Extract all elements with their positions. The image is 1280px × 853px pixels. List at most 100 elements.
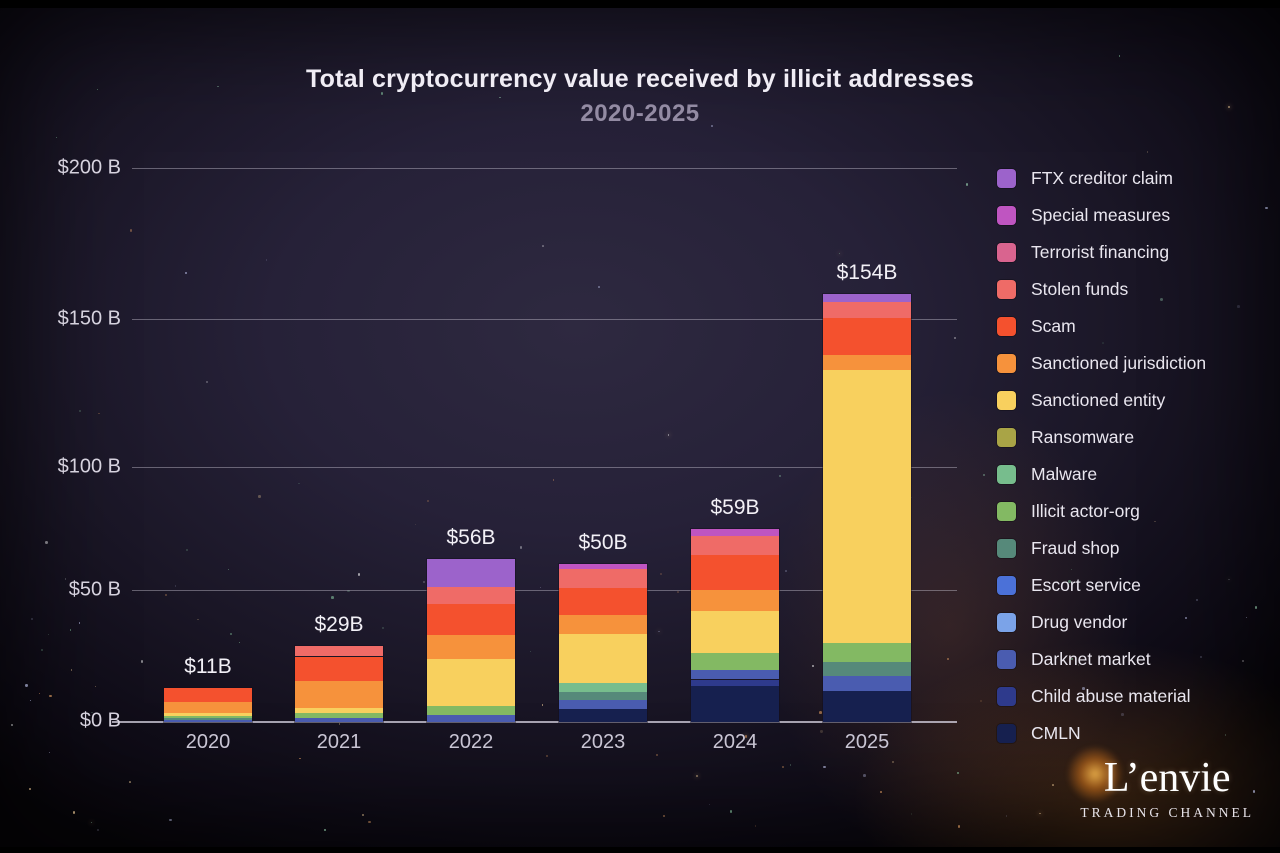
bar-segment-stolen-funds [295,646,383,657]
star-speck [29,788,31,790]
star-speck [96,828,100,832]
star-speck [946,658,950,661]
y-axis-tick-label: $50 B [68,578,121,601]
star-speck [426,499,429,502]
star-speck [41,649,44,652]
legend-item-sanctioned-jurisdiction: Sanctioned jurisdiction [997,353,1206,373]
bar-segment-illicit-actor-org [164,715,252,719]
star-speck [49,694,52,698]
bar-segment-darknet-market [559,699,647,710]
star-speck [1224,734,1226,736]
x-axis-label-2022: 2022 [448,731,494,753]
star-speck [98,413,100,415]
star-speck [965,183,968,186]
legend-label-darknet-market: Darknet market [1031,648,1151,669]
bar-segment-illicit-actor-org [427,706,515,715]
star-speck [330,596,334,599]
legend-swatch-terrorist-financing [997,242,1016,262]
star-speck [539,587,541,589]
star-speck [658,630,660,632]
legend-item-terrorist-financing: Terrorist financing [997,242,1169,262]
star-speck [819,711,822,714]
star-speck [382,627,384,629]
bar-segment-sanctioned-entity [823,370,911,643]
bar-segment-child-abuse-material [691,679,779,687]
bar-segment-scam [164,688,252,702]
legend-label-stolen-funds: Stolen funds [1031,278,1129,299]
bar-segment-sanctioned-jurisdiction [559,614,647,634]
legend-swatch-ftx-creditor-claim [997,168,1016,188]
bar-value-label-2022: $56B [446,526,496,549]
star-speck [38,692,40,694]
star-speck [863,774,866,777]
bar-2024 [691,529,779,722]
bar-segment-stolen-funds [559,568,647,588]
watermark-name: L’envie [1103,755,1231,801]
legend-label-scam: Scam [1031,315,1076,336]
legend-item-darknet-market: Darknet market [997,649,1151,669]
star-speck [598,285,600,288]
star-speck [1070,568,1073,571]
star-speck [165,593,168,597]
bar-segment-illicit-actor-org [691,653,779,670]
bar-value-label-2023: $50B [578,531,628,554]
star-speck [11,723,14,726]
star-speck [811,664,815,668]
legend-item-escort-service: Escort service [997,575,1141,595]
legend-swatch-child-abuse-material [997,686,1016,706]
bar-segment-sanctioned-jurisdiction [823,355,911,371]
star-speck [880,791,882,793]
legend-label-child-abuse-material: Child abuse material [1031,685,1191,706]
logo-flame-glow-icon [1066,745,1125,803]
star-speck [1254,606,1258,609]
gridline [132,168,957,169]
legend-item-child-abuse-material: Child abuse material [997,686,1191,706]
star-speck [1154,520,1157,523]
legend-swatch-sanctioned-jurisdiction [997,353,1016,373]
star-speck [954,336,956,339]
legend-label-malware: Malware [1031,463,1098,484]
star-speck [265,259,268,261]
bar-segment-stolen-funds [691,535,779,556]
star-speck [1245,617,1247,619]
star-speck [823,765,826,769]
gridline [132,467,957,468]
bar-segment-darknet-market [691,669,779,680]
star-speck [1121,713,1125,716]
bar-segment-sanctioned-entity [691,610,779,654]
bar-segment-darknet-market [164,720,252,722]
bar-segment-illicit-actor-org [823,642,911,663]
bar-segment-special-measures [559,564,647,569]
star-speck [957,772,959,774]
legend-item-ftx-creditor-claim: FTX creditor claim [997,168,1173,188]
star-speck [45,541,48,544]
y-axis-tick-label: $100 B [57,455,121,478]
bar-segment-scam [427,604,515,635]
star-speck [227,569,230,571]
legend-swatch-cmln [997,723,1016,743]
star-speck [1118,55,1121,57]
bar-segment-illicit-actor-org [295,713,383,719]
star-speck [696,775,699,778]
star-speck [72,811,75,814]
bar-segment-cmln [559,709,647,722]
star-speck [129,781,132,784]
x-axis-label-2025: 2025 [844,731,890,753]
bar-segment-sanctioned-jurisdiction [691,589,779,611]
watermark-logo: L’envie TRADING CHANNEL [1066,745,1254,821]
star-speck [174,585,176,587]
legend-label-special-measures: Special measures [1031,204,1171,225]
star-speck [779,475,781,477]
legend-item-malware: Malware [997,464,1097,484]
legend-swatch-drug-vendor [997,612,1016,632]
bar-segment-ftx-creditor-claim [427,559,515,587]
bar-segment-cmln [823,691,911,722]
chart-title: Total cryptocurrency value received by i… [306,65,974,93]
legend-swatch-sanctioned-entity [997,390,1016,410]
star-speck [185,548,188,551]
star-speck [662,815,666,818]
bar-segment-sanctioned-jurisdiction [295,681,383,708]
legend-label-terrorist-financing: Terrorist financing [1031,241,1170,262]
chart-background: Total cryptocurrency value received by i… [0,8,1280,847]
star-speck [655,754,658,757]
